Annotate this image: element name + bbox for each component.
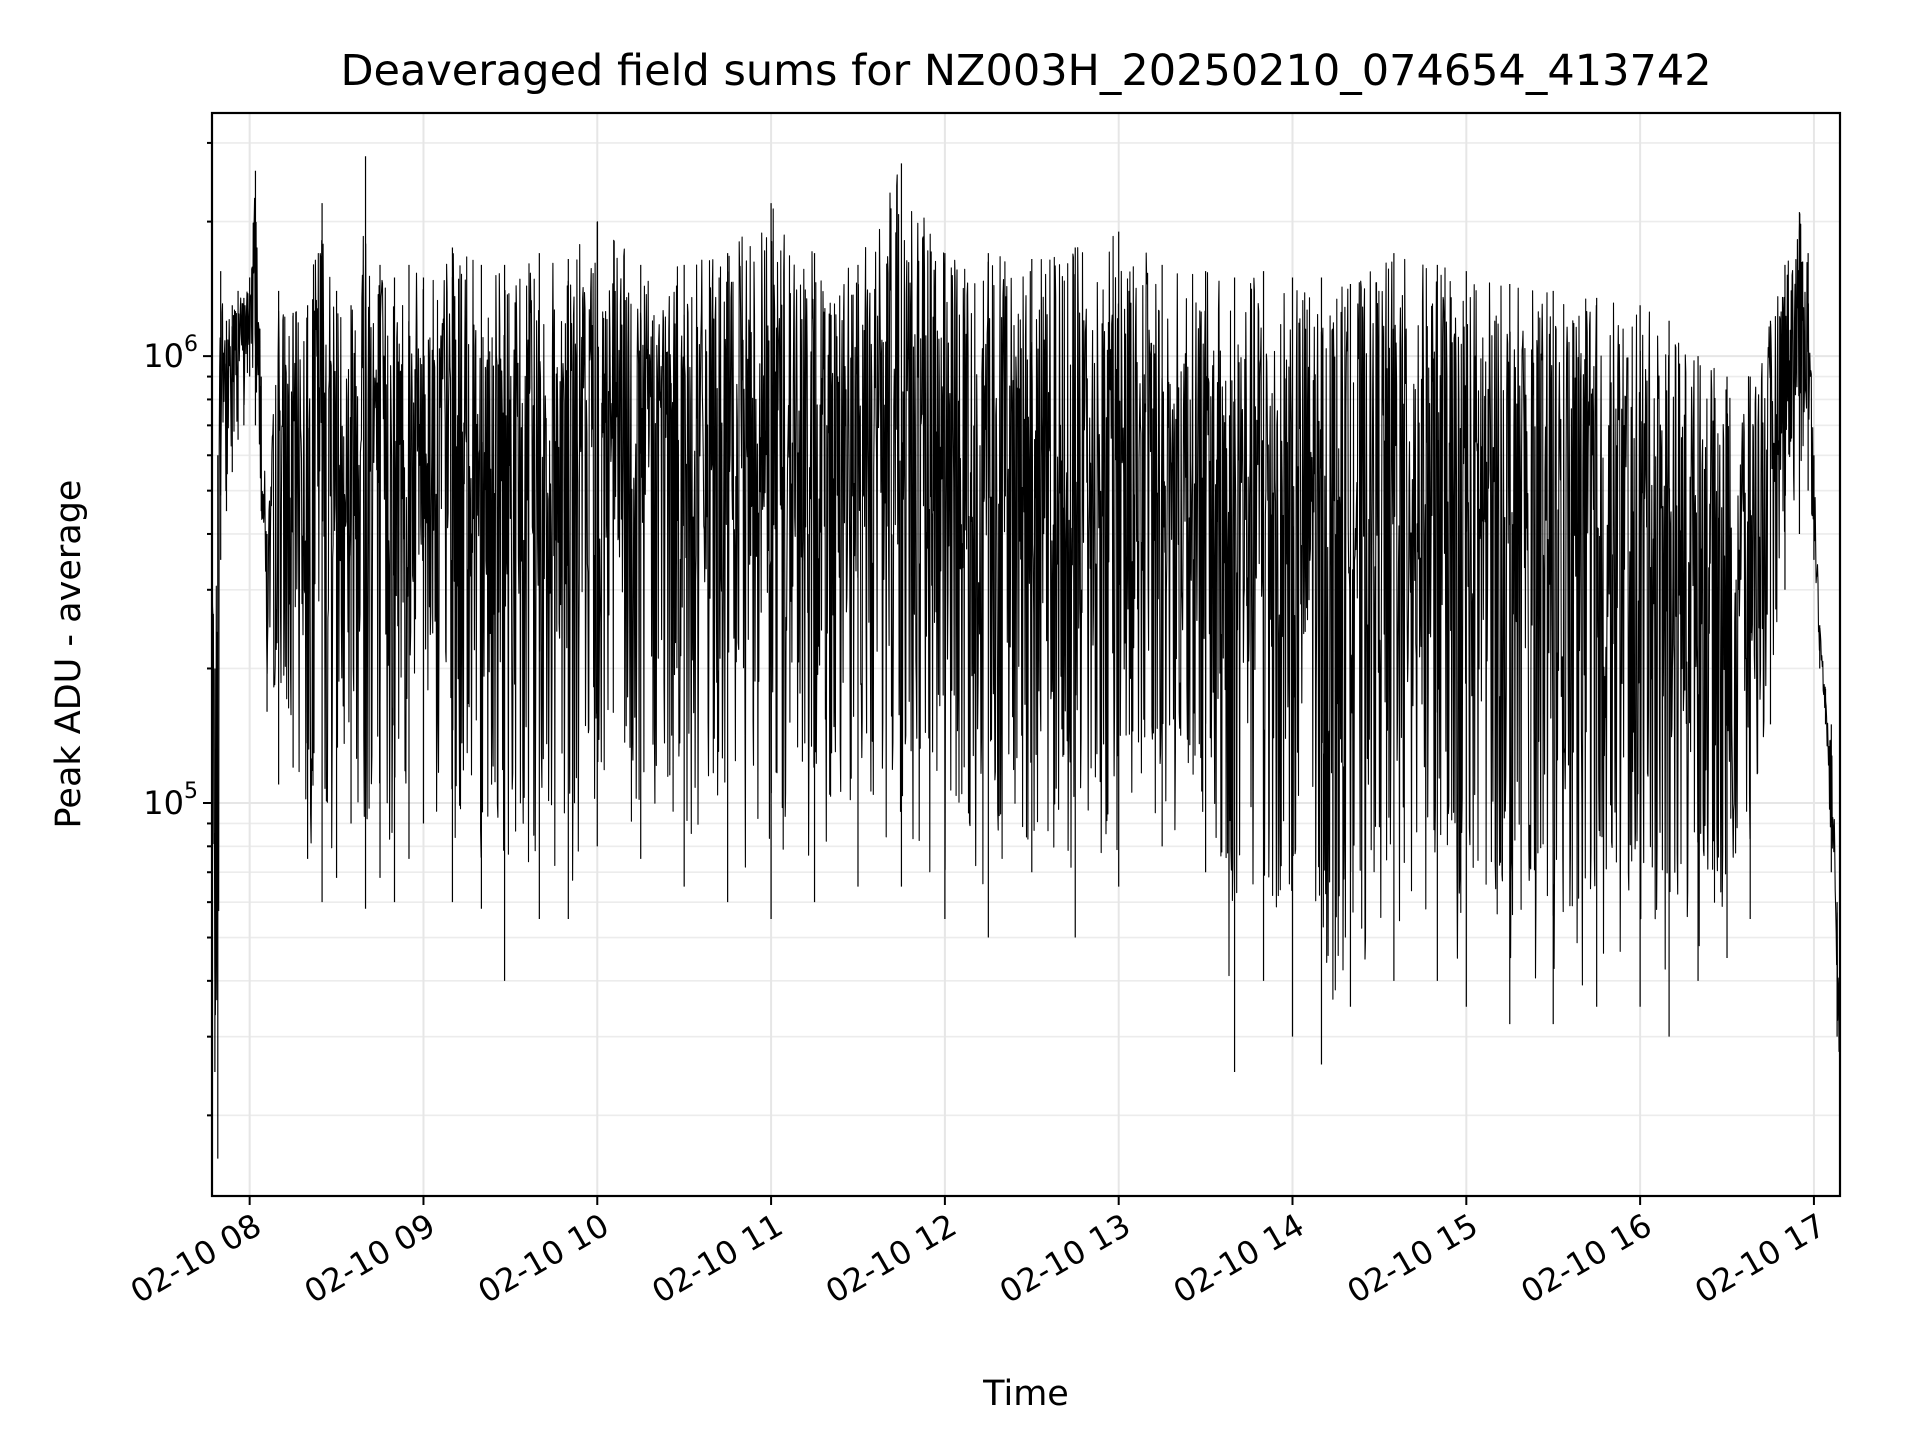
plot-frame <box>210 111 1842 1198</box>
y-tick-label: 105 <box>143 779 198 822</box>
x-tick-label: 02-10 13 <box>993 1206 1137 1311</box>
x-tick-label: 02-10 15 <box>1341 1206 1485 1311</box>
x-axis-label: Time <box>982 1374 1069 1414</box>
x-tick-label: 02-10 10 <box>472 1206 616 1311</box>
x-tick-label: 02-10 12 <box>819 1206 963 1311</box>
x-tick-label: 02-10 16 <box>1515 1206 1659 1311</box>
x-tick-label: 02-10 14 <box>1167 1206 1311 1311</box>
x-tick-label: 02-10 09 <box>298 1206 442 1311</box>
x-tick-label: 02-10 08 <box>124 1206 268 1311</box>
y-tick-label: 106 <box>143 332 198 375</box>
y-axis: 105 106 <box>143 141 212 1117</box>
x-tick-label: 02-10 17 <box>1688 1206 1832 1311</box>
series-layer <box>212 156 1840 1159</box>
series-line <box>212 174 1840 1053</box>
x-axis: 02-10 08 02-10 09 02-10 10 02-10 11 02-10 12… <box>124 1196 1832 1311</box>
plot-area <box>212 156 1840 1159</box>
chart-title: Deaveraged field sums for NZ003H_2025021… <box>340 46 1711 96</box>
x-tick-label: 02-10 11 <box>645 1206 789 1311</box>
y-axis-label: Peak ADU - average <box>49 480 89 829</box>
